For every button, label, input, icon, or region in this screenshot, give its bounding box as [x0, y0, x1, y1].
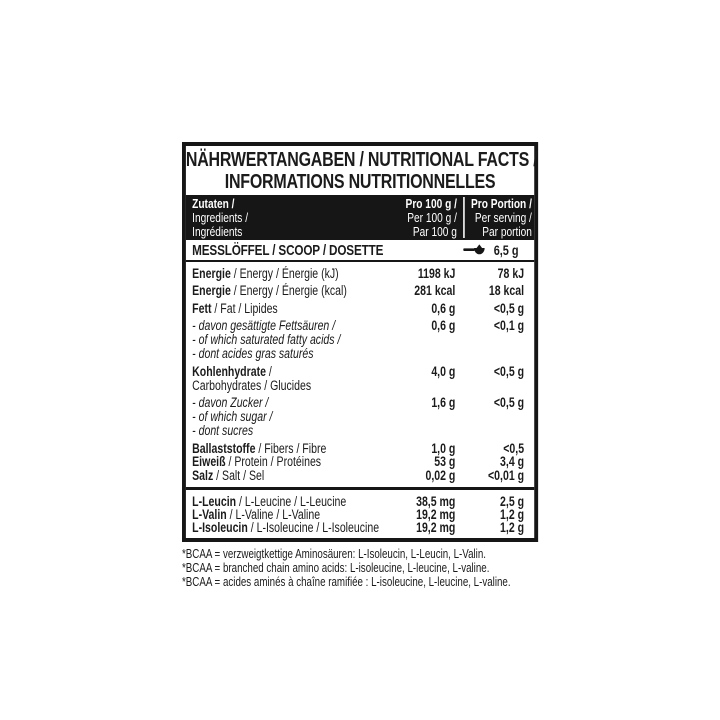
portion-fr: Par portion — [482, 224, 532, 240]
row-label: Energie / Energy / Énergie (kcal) — [192, 283, 347, 298]
value-per-portion: 3,4 g — [500, 454, 525, 469]
table-row-protein: Eiweiß / Protein / Protéines 53 g 3,4 g — [192, 455, 524, 469]
footnote-en: *BCAA = branched chain amino acids: L-is… — [182, 561, 490, 576]
value-per-100g: 0,02 g — [425, 467, 456, 483]
per100-en: Per 100 g / — [407, 210, 457, 226]
label-wrapper: NÄHRWERTANGABEN / NUTRITIONAL FACTS / IN… — [182, 142, 539, 590]
value-per-portion: 1,2 g — [500, 507, 525, 522]
row-label: L-Isoleucin / L-Isoleucine / L-Isoleucin… — [192, 520, 380, 535]
portion-en: Per serving / — [474, 210, 532, 226]
value-per-100g: 19,2 mg — [416, 507, 456, 522]
value-per-portion: <0,1 g — [493, 318, 525, 333]
per-100g-header: Pro 100 g / Per 100 g / Par 100 g — [373, 196, 463, 240]
value-per-100g: 4,0 g — [431, 363, 456, 379]
scoop-icon — [463, 243, 485, 254]
value-per-portion: 2,5 g — [500, 494, 525, 509]
value-per-portion: <0,5 — [503, 440, 525, 456]
table-row-energy-kcal: Energie / Energy / Énergie (kcal) 281 kc… — [192, 284, 524, 298]
ingredients-fr: Ingrédients — [192, 224, 243, 240]
table-row-sugar: - davon Zucker / - of which sugar / - do… — [192, 396, 524, 438]
table-row-carbohydrates: Kohlenhydrate / Carbohydrates / Glucides… — [192, 363, 525, 393]
row-label: - davon Zucker / - of which sugar / - do… — [192, 395, 273, 438]
amino-acid-section: L-Leucin / L-Leucine / L-Leucine 38,5 mg… — [185, 487, 535, 538]
nutrient-table-body: Energie / Energy / Énergie (kJ) 1198 kJ … — [186, 262, 534, 487]
row-label: Salz / Salt / Sel — [192, 467, 265, 483]
value-per-100g: 1,6 g — [431, 395, 456, 410]
value-per-100g: 281 kcal — [414, 283, 456, 298]
per100-fr: Par 100 g — [412, 224, 457, 240]
title-line-1: NÄHRWERTANGABEN / NUTRITIONAL FACTS / — [185, 148, 538, 171]
row-label: Ballaststoffe / Fibers / Fibre — [192, 440, 327, 456]
value-per-100g: 0,6 g — [431, 318, 456, 333]
footnote-de: *BCAA = verzweigtkettige Aminosäuren: L-… — [182, 547, 486, 561]
value-per-100g: 53 g — [434, 454, 456, 469]
scoop-value: 6,5 g — [493, 242, 519, 258]
table-row-saturated-fat: - davon gesättigte Fettsäuren / - of whi… — [192, 319, 524, 361]
row-label: Kohlenhydrate / Carbohydrates / Glucides — [192, 363, 312, 393]
value-per-100g: 38,5 mg — [416, 494, 456, 509]
table-row-salt: Salz / Salt / Sel 0,02 g <0,01 g — [192, 467, 525, 483]
table-row-leucine: L-Leucin / L-Leucine / L-Leucine 38,5 mg… — [192, 494, 525, 509]
row-label: L-Valin / L-Valine / L-Valine — [192, 507, 321, 522]
bcaa-footnotes: *BCAA = verzweigtkettige Aminosäuren: L-… — [182, 547, 538, 590]
value-per-100g: 19,2 mg — [416, 520, 456, 535]
row-label: - davon gesättigte Fettsäuren / - of whi… — [192, 318, 341, 361]
column-divider — [463, 197, 465, 238]
column-header-bar: Zutaten / Ingredients / Ingrédients Pro … — [185, 195, 535, 240]
table-row-fiber: Ballaststoffe / Fibers / Fibre 1,0 g <0,… — [192, 440, 525, 456]
scoop-row: MESSLÖFFEL / SCOOP / DOSETTE 6,5 g — [185, 240, 535, 262]
ingredients-header: Zutaten / Ingredients / Ingrédients — [192, 196, 373, 240]
scoop-label: MESSLÖFFEL / SCOOP / DOSETTE — [192, 241, 384, 259]
value-per-portion: <0,01 g — [488, 467, 525, 483]
value-per-portion: <0,5 g — [493, 395, 525, 410]
value-per-portion: 78 kJ — [497, 265, 525, 281]
row-label: L-Leucin / L-Leucine / L-Leucine — [192, 494, 347, 509]
per-portion-header: Pro Portion / Per serving / Par portion — [465, 196, 535, 240]
value-per-portion: <0,5 g — [493, 300, 525, 316]
label-title: NÄHRWERTANGABEN / NUTRITIONAL FACTS / IN… — [185, 146, 538, 195]
row-label: Eiweiß / Protein / Protéines — [192, 454, 322, 469]
portion-de: Pro Portion / — [470, 196, 532, 211]
value-per-100g: 1198 kJ — [417, 265, 456, 281]
footnote-fr: *BCAA = acides aminés à chaîne ramifiée … — [182, 575, 511, 590]
table-row-fat: Fett / Fat / Lipides 0,6 g <0,5 g — [192, 300, 525, 316]
value-per-100g: 0,6 g — [431, 300, 456, 316]
nutrition-label-box: NÄHRWERTANGABEN / NUTRITIONAL FACTS / IN… — [182, 142, 539, 542]
per100-de: Pro 100 g / — [405, 196, 457, 211]
ingredients-de: Zutaten / — [192, 196, 235, 211]
table-row-valine: L-Valin / L-Valine / L-Valine 19,2 mg 1,… — [192, 507, 525, 522]
ingredients-en: Ingredients / — [192, 210, 249, 226]
title-line-2: INFORMATIONS NUTRITIONNELLES — [224, 170, 496, 193]
value-per-portion: 18 kcal — [488, 283, 525, 298]
table-row-energy-kj: Energie / Energy / Énergie (kJ) 1198 kJ … — [192, 265, 525, 281]
row-label: Fett / Fat / Lipides — [192, 300, 278, 316]
value-per-100g: 1,0 g — [431, 440, 456, 456]
table-row-isoleucine: L-Isoleucin / L-Isoleucine / L-Isoleucin… — [192, 520, 525, 535]
value-per-portion: 1,2 g — [500, 520, 525, 535]
row-label: Energie / Energy / Énergie (kJ) — [192, 265, 339, 281]
fiber-protein-salt-group: Ballaststoffe / Fibers / Fibre 1,0 g <0,… — [192, 440, 525, 483]
value-per-portion: <0,5 g — [493, 363, 525, 379]
